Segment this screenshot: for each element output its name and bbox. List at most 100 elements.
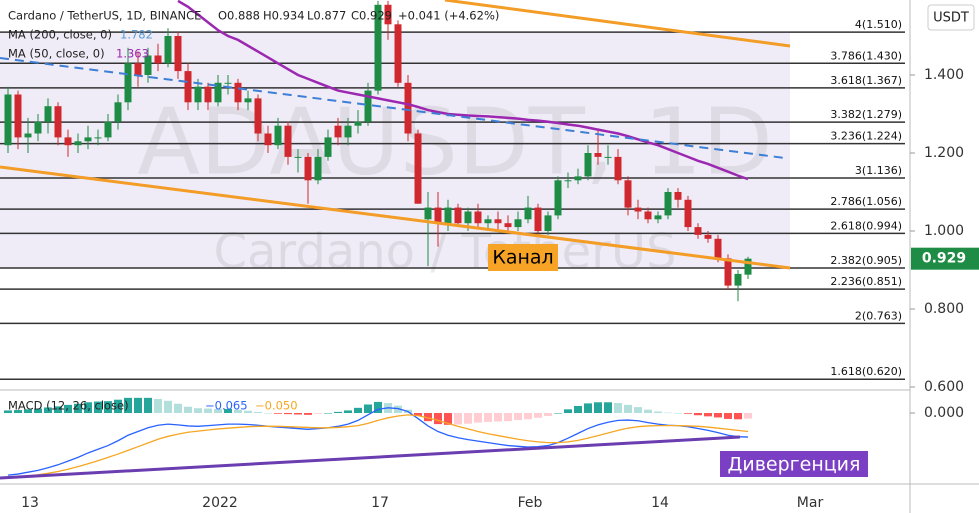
- fib-label: 3.382(1.279): [830, 108, 902, 121]
- histogram-bar: [744, 413, 752, 419]
- histogram-bar: [464, 413, 472, 424]
- candle-body: [174, 35, 182, 72]
- candle-body: [204, 86, 212, 103]
- fib-label: 2.618(0.994): [830, 219, 902, 232]
- histogram-bar: [134, 397, 142, 414]
- candle-body: [134, 63, 142, 75]
- candle-body: [444, 207, 452, 224]
- macd-pane: [4, 397, 752, 479]
- candle-body: [394, 24, 402, 83]
- histogram-bar: [434, 413, 442, 425]
- histogram-bar: [124, 397, 132, 414]
- histogram-bar: [204, 408, 212, 414]
- candle-body: [14, 94, 22, 138]
- histogram-bar: [704, 413, 712, 417]
- candle-body: [524, 207, 532, 220]
- histogram-bar: [234, 409, 242, 414]
- candle-body: [714, 238, 722, 259]
- histogram-bar: [344, 410, 352, 414]
- candles: [4, 0, 752, 302]
- histogram-bar: [554, 413, 562, 414]
- histogram-bar: [674, 413, 682, 414]
- candle-body: [164, 35, 172, 64]
- histogram-bar: [294, 413, 302, 415]
- histogram-bar: [514, 413, 522, 421]
- candle-body: [154, 55, 162, 64]
- candle-body: [534, 207, 542, 231]
- candle-body: [304, 156, 312, 181]
- candle-body: [604, 156, 612, 158]
- candle-body: [684, 199, 692, 228]
- candle-body: [734, 273, 742, 286]
- candle-body: [414, 133, 422, 204]
- histogram-bar: [84, 402, 92, 414]
- candle-body: [474, 211, 482, 224]
- candle-body: [54, 106, 62, 138]
- y-tick-label: 0.000: [924, 405, 964, 421]
- channel-line: [444, 0, 791, 48]
- candle-body: [564, 180, 572, 182]
- candle-body: [234, 82, 242, 103]
- symbol-title: Cardano / TetherUS, 1D, BINANCE: [8, 9, 201, 23]
- candle-body: [34, 121, 42, 134]
- candle-body: [274, 125, 282, 146]
- fib-label: 3.236(1.224): [830, 130, 902, 143]
- candle-body: [24, 133, 32, 138]
- histogram-bar: [524, 413, 532, 420]
- candle-body: [494, 219, 502, 224]
- histogram-bar: [284, 413, 292, 415]
- candle-body: [544, 215, 552, 231]
- candle-body: [724, 258, 732, 286]
- histogram-bar: [184, 406, 192, 414]
- x-tick-label: Mar: [797, 495, 824, 511]
- histogram-bar: [24, 409, 32, 414]
- candle-body: [704, 234, 712, 239]
- candle-body: [484, 219, 492, 224]
- candle-body: [584, 152, 592, 177]
- change: +0.041 (+4.62%): [398, 9, 499, 23]
- candle-body: [454, 207, 462, 224]
- candle-body: [654, 215, 662, 220]
- histogram-bar: [4, 410, 12, 414]
- candle-body: [344, 125, 352, 138]
- fib-levels: 4(1.510) 3.786(1.430) 3.618(1.367) 3.382(1.…: [0, 18, 905, 380]
- histogram-bar: [94, 401, 102, 414]
- histogram-bar: [504, 413, 512, 422]
- histogram-bar: [484, 413, 492, 422]
- watermark-symbol: ADAUSDT, 1D: [137, 88, 773, 195]
- candle-body: [744, 258, 752, 275]
- histogram-bar: [14, 410, 22, 414]
- divergence-line: [0, 435, 741, 480]
- candle-body: [384, 4, 392, 25]
- histogram-bar: [684, 413, 692, 414]
- histogram-bar: [144, 397, 152, 414]
- histogram-bar: [364, 404, 372, 414]
- ma-legend-value: 1.363: [116, 47, 149, 61]
- x-tick-label: 13: [21, 495, 39, 511]
- candle-body: [354, 121, 362, 126]
- y-tick-label: 1.000: [924, 223, 964, 239]
- annotation-box: [488, 244, 558, 271]
- histogram-bar: [414, 413, 422, 416]
- histogram-bar: [74, 403, 82, 414]
- histogram-bar: [354, 407, 362, 414]
- histogram-bar: [334, 411, 342, 414]
- histogram-bar: [254, 411, 262, 414]
- candle-body: [84, 137, 92, 142]
- currency: USDT: [933, 11, 969, 26]
- candle-body: [124, 63, 132, 103]
- histogram-bar: [214, 408, 222, 414]
- channel-line: [0, 165, 791, 270]
- candle-body: [554, 180, 562, 216]
- histogram-bar: [54, 406, 62, 414]
- fib-label: 2.382(0.905): [830, 254, 902, 267]
- fib-label: 2.236(0.851): [830, 275, 902, 288]
- candle-body: [694, 227, 702, 235]
- fib-label: 2.786(1.056): [830, 195, 902, 208]
- y-tick-label: 1.400: [924, 67, 964, 83]
- histogram-bar: [444, 413, 452, 425]
- candle-body: [404, 82, 412, 134]
- candle-body: [364, 90, 372, 122]
- histogram-bar: [274, 413, 282, 414]
